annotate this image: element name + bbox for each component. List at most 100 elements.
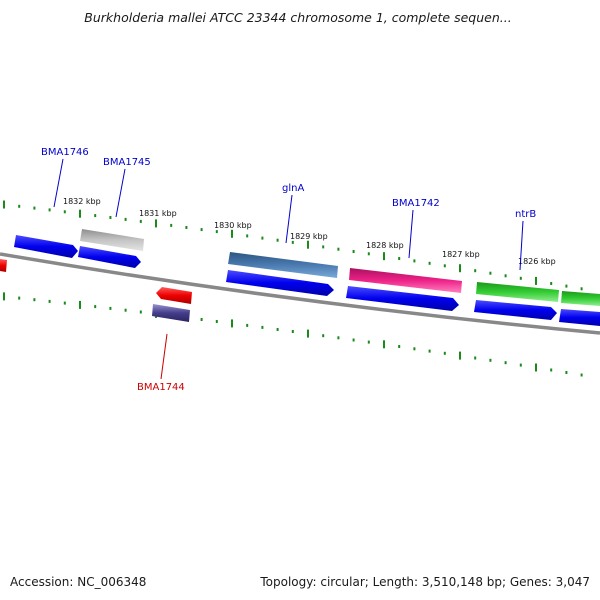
- minor-tick: [276, 328, 279, 331]
- minor-tick: [489, 271, 492, 275]
- gene-label-ntrb[interactable]: ntrB: [515, 209, 536, 220]
- map-title: Burkholderia mallei ATCC 23344 chromosom…: [84, 10, 511, 25]
- minor-tick: [565, 371, 568, 374]
- minor-tick: [18, 204, 21, 208]
- minor-tick: [291, 330, 294, 333]
- scale-label: 1826 kbp: [518, 257, 556, 266]
- gene-label-bma1744[interactable]: BMA1744: [137, 382, 185, 393]
- minor-tick: [63, 301, 66, 305]
- minor-tick: [443, 264, 446, 268]
- minor-tick: [428, 261, 431, 265]
- scale-label: 1830 kbp: [214, 221, 252, 230]
- minor-tick: [504, 274, 507, 278]
- minor-tick: [337, 336, 340, 340]
- minor-tick: [139, 219, 142, 223]
- minor-tick: [443, 351, 446, 355]
- minor-tick: [413, 259, 416, 263]
- minor-tick: [215, 230, 218, 234]
- minor-tick: [18, 296, 21, 300]
- major-tick: [535, 363, 537, 372]
- gene-bma1744[interactable]: [156, 287, 192, 304]
- footer-accession: Accession: NC_006348: [10, 575, 146, 589]
- gene-label-leaders: [53, 158, 524, 380]
- cds-arrow[interactable]: [78, 246, 141, 268]
- gene-reverse-partial[interactable]: [0, 259, 7, 272]
- minor-tick: [550, 282, 553, 285]
- major-tick: [155, 219, 157, 228]
- major-tick: [459, 264, 461, 273]
- leader-bma1742: [408, 209, 414, 259]
- leader-bma1744: [160, 333, 168, 380]
- gene-ntrb[interactable]: [476, 282, 559, 302]
- cds-arrow[interactable]: [14, 235, 78, 258]
- major-tick: [79, 209, 81, 218]
- minor-tick: [504, 361, 507, 365]
- gene-label-bma1742[interactable]: BMA1742: [392, 198, 440, 209]
- minor-tick: [322, 245, 325, 249]
- minor-tick: [33, 298, 36, 302]
- gene-bma1742[interactable]: [349, 268, 462, 293]
- cds-bma1744[interactable]: [152, 304, 190, 322]
- major-tick: [307, 240, 309, 249]
- genome-backbone: [0, 252, 600, 335]
- minor-tick: [337, 247, 340, 251]
- major-tick: [535, 276, 537, 285]
- cds-arrow[interactable]: [474, 300, 557, 320]
- minor-tick: [322, 334, 325, 338]
- minor-tick: [48, 208, 51, 212]
- footer-topology: Topology: circular; Length: 3,510,148 bp…: [259, 575, 590, 589]
- major-tick: [307, 329, 309, 338]
- minor-tick: [367, 252, 370, 256]
- minor-tick: [474, 269, 477, 273]
- minor-tick: [519, 276, 522, 280]
- minor-tick: [580, 373, 583, 377]
- leader-ntrb: [519, 220, 524, 271]
- inner-tick-ring: [3, 292, 583, 377]
- major-tick: [3, 292, 5, 301]
- gene-glna[interactable]: [228, 252, 338, 278]
- minor-tick: [276, 238, 279, 242]
- scale-labels: 1832 kbp 1831 kbp 1830 kbp 1829 kbp 1828…: [63, 197, 556, 266]
- cds-arrow[interactable]: [559, 309, 600, 326]
- major-tick: [231, 319, 233, 328]
- minor-tick: [580, 287, 583, 291]
- minor-tick: [246, 323, 249, 327]
- gene-bma1745[interactable]: [80, 229, 144, 251]
- gene-label-bma1746[interactable]: BMA1746: [41, 147, 89, 158]
- gene-label-bma1745[interactable]: BMA1745: [103, 157, 151, 168]
- minor-tick: [124, 308, 127, 312]
- gene-label-glna[interactable]: glnA: [282, 183, 304, 194]
- minor-tick: [428, 349, 431, 353]
- minor-tick: [367, 340, 370, 344]
- minor-tick: [33, 206, 36, 210]
- minor-tick: [398, 345, 401, 348]
- minor-tick: [550, 368, 553, 372]
- outer-tick-ring: [3, 200, 583, 291]
- minor-tick: [519, 363, 522, 367]
- major-tick: [3, 200, 5, 209]
- gene-forward-partial[interactable]: [561, 291, 600, 306]
- minor-tick: [261, 325, 264, 329]
- minor-tick: [48, 299, 51, 303]
- gene-track-forward: [80, 229, 600, 306]
- minor-tick: [124, 217, 127, 221]
- cds-arrow[interactable]: [346, 286, 459, 311]
- minor-tick: [352, 338, 355, 342]
- major-tick: [459, 351, 461, 360]
- major-tick: [79, 300, 81, 309]
- leader-glna: [285, 194, 293, 244]
- major-tick: [231, 229, 233, 238]
- minor-tick: [246, 234, 249, 238]
- minor-tick: [261, 236, 264, 240]
- minor-tick: [215, 320, 218, 323]
- minor-tick: [109, 216, 112, 219]
- minor-tick: [489, 358, 492, 362]
- scale-label: 1828 kbp: [366, 241, 404, 250]
- minor-tick: [185, 226, 188, 229]
- minor-tick: [94, 214, 97, 218]
- minor-tick: [63, 210, 66, 214]
- minor-tick: [109, 306, 112, 310]
- minor-tick: [139, 310, 142, 314]
- gene-track-reverse: [0, 259, 192, 322]
- cds-arrow[interactable]: [226, 270, 334, 296]
